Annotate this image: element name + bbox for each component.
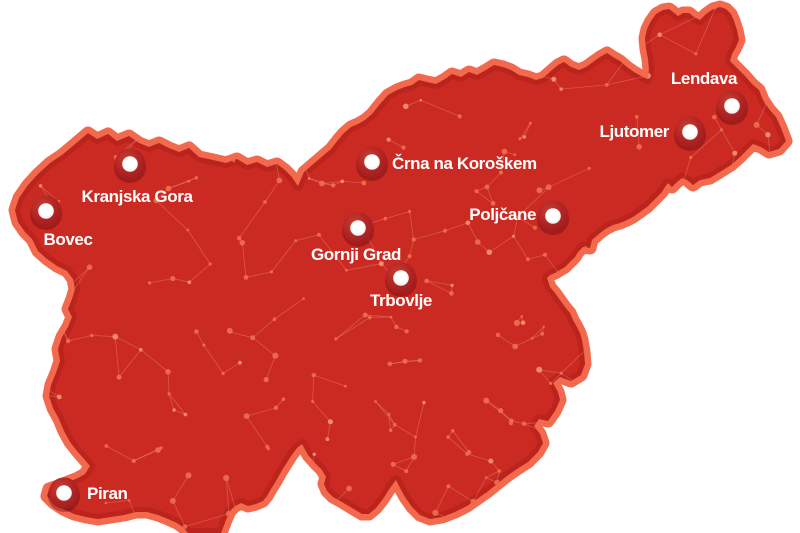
city-marker-ljutomer[interactable] (674, 116, 706, 152)
city-label-trbovlje: Trbovlje (370, 291, 432, 310)
city-label-gornji-grad: Gornji Grad (311, 245, 401, 264)
city-marker-piran[interactable] (48, 477, 80, 513)
city-label-poljcane: Poljčane (469, 205, 536, 224)
city-marker-bovec[interactable] (30, 195, 62, 231)
city-label-piran: Piran (87, 484, 128, 503)
city-marker-gornji-grad[interactable] (342, 212, 374, 248)
city-label-kranjska-gora: Kranjska Gora (81, 187, 193, 206)
city-label-crna-na-koroskem: Črna na Koroškem (392, 154, 537, 173)
city-labels: Bovec Kranjska Gora Črna na Koroškem Gornji… (43, 69, 738, 503)
city-markers (30, 90, 748, 513)
city-marker-poljcane[interactable] (537, 200, 569, 236)
city-marker-kranjska-gora[interactable] (114, 148, 146, 184)
city-marker-crna-na-koroskem[interactable] (356, 146, 388, 182)
city-marker-trbovlje[interactable] (385, 262, 417, 298)
city-marker-lendava[interactable] (716, 90, 748, 126)
city-label-bovec: Bovec (43, 230, 92, 249)
city-label-ljutomer: Ljutomer (599, 122, 669, 141)
city-label-lendava: Lendava (671, 69, 738, 88)
